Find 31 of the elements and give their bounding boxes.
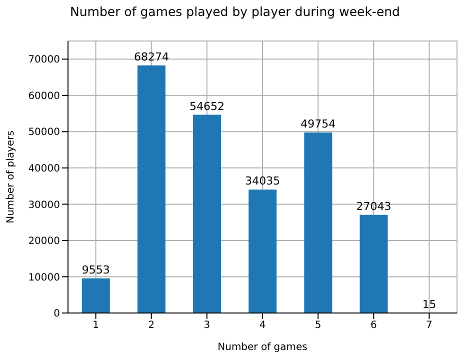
x-tick-label: 5 [314, 320, 322, 332]
y-tick-label: 60000 [28, 90, 60, 102]
y-tick-label: 70000 [28, 54, 60, 66]
y-tick-label: 0 [54, 308, 60, 320]
y-tick-label: 20000 [28, 236, 60, 248]
x-tick-label: 6 [370, 320, 377, 332]
bar [360, 214, 388, 313]
bar [82, 278, 110, 313]
x-tick-label: 2 [148, 320, 155, 332]
x-tick-label: 1 [92, 320, 99, 332]
x-axis-title: Number of games [218, 342, 308, 352]
data-label: 68274 [134, 50, 169, 64]
data-label: 27043 [356, 200, 392, 213]
y-axis-title: Number of players [6, 130, 17, 224]
data-label: 54652 [190, 100, 225, 113]
x-tick-label: 3 [204, 320, 210, 332]
bar [137, 65, 166, 313]
y-tick-label: 50000 [28, 127, 60, 138]
bar [193, 114, 222, 313]
y-tick-label: 10000 [28, 272, 60, 284]
chart-title: Number of games played by player during week-end [69, 4, 401, 19]
bar [304, 132, 332, 313]
y-tick-label: 40000 [28, 163, 60, 174]
data-label: 9553 [82, 263, 110, 276]
x-tick-label: 7 [426, 320, 432, 332]
bar [248, 190, 277, 313]
data-label: 34035 [245, 174, 280, 188]
data-label: 49754 [300, 118, 336, 131]
y-tick-label: 30000 [28, 200, 60, 211]
x-tick-label: 4 [259, 320, 266, 332]
data-label: 15 [422, 298, 436, 311]
